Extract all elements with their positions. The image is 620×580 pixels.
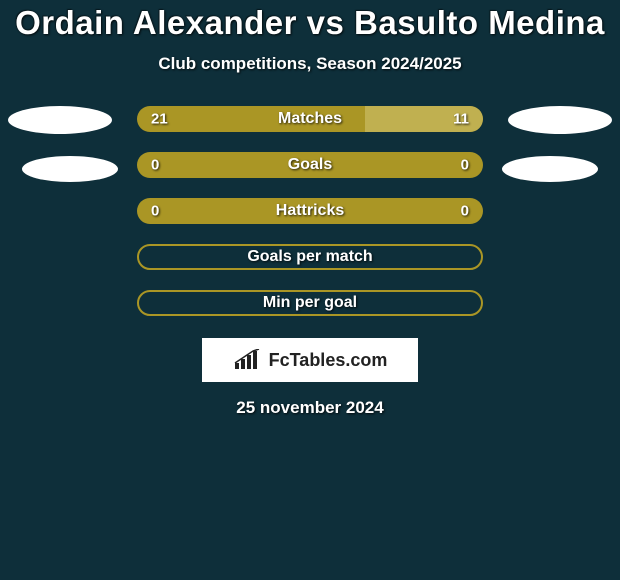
page-subtitle: Club competitions, Season 2024/2025 (158, 54, 461, 74)
stat-value-right: 0 (461, 203, 469, 220)
stat-label: Goals (288, 156, 332, 174)
logo-text: FcTables.com (269, 350, 388, 371)
stat-row-mpg: Min per goal (137, 290, 483, 316)
stat-value-right: 0 (461, 157, 469, 174)
player-left-logo-2 (22, 156, 118, 182)
stat-value-left: 21 (151, 111, 168, 128)
page-title: Ordain Alexander vs Basulto Medina (15, 4, 605, 42)
stat-row-matches: 21 Matches 11 (137, 106, 483, 132)
fctables-logo[interactable]: FcTables.com (202, 338, 418, 382)
stat-value-left: 0 (151, 157, 159, 174)
stat-row-hattricks: 0 Hattricks 0 (137, 198, 483, 224)
stat-label: Goals per match (247, 248, 372, 266)
bar-chart-icon (233, 349, 263, 371)
stat-row-gpm: Goals per match (137, 244, 483, 270)
stat-row-goals: 0 Goals 0 (137, 152, 483, 178)
stats-area: 21 Matches 11 0 Goals 0 0 Hattricks 0 Goals per m… (0, 106, 620, 418)
stat-value-right: 11 (453, 111, 469, 128)
stat-label: Min per goal (263, 294, 357, 312)
stat-label: Matches (278, 110, 342, 128)
player-right-logo-2 (502, 156, 598, 182)
comparison-card: Ordain Alexander vs Basulto Medina Club … (0, 0, 620, 418)
player-left-logo-1 (8, 106, 112, 134)
snapshot-date: 25 november 2024 (0, 398, 620, 418)
stat-value-left: 0 (151, 203, 159, 220)
player-right-logo-1 (508, 106, 612, 134)
stat-label: Hattricks (276, 202, 344, 220)
stat-rows: 21 Matches 11 0 Goals 0 0 Hattricks 0 Goals per m… (137, 106, 483, 316)
